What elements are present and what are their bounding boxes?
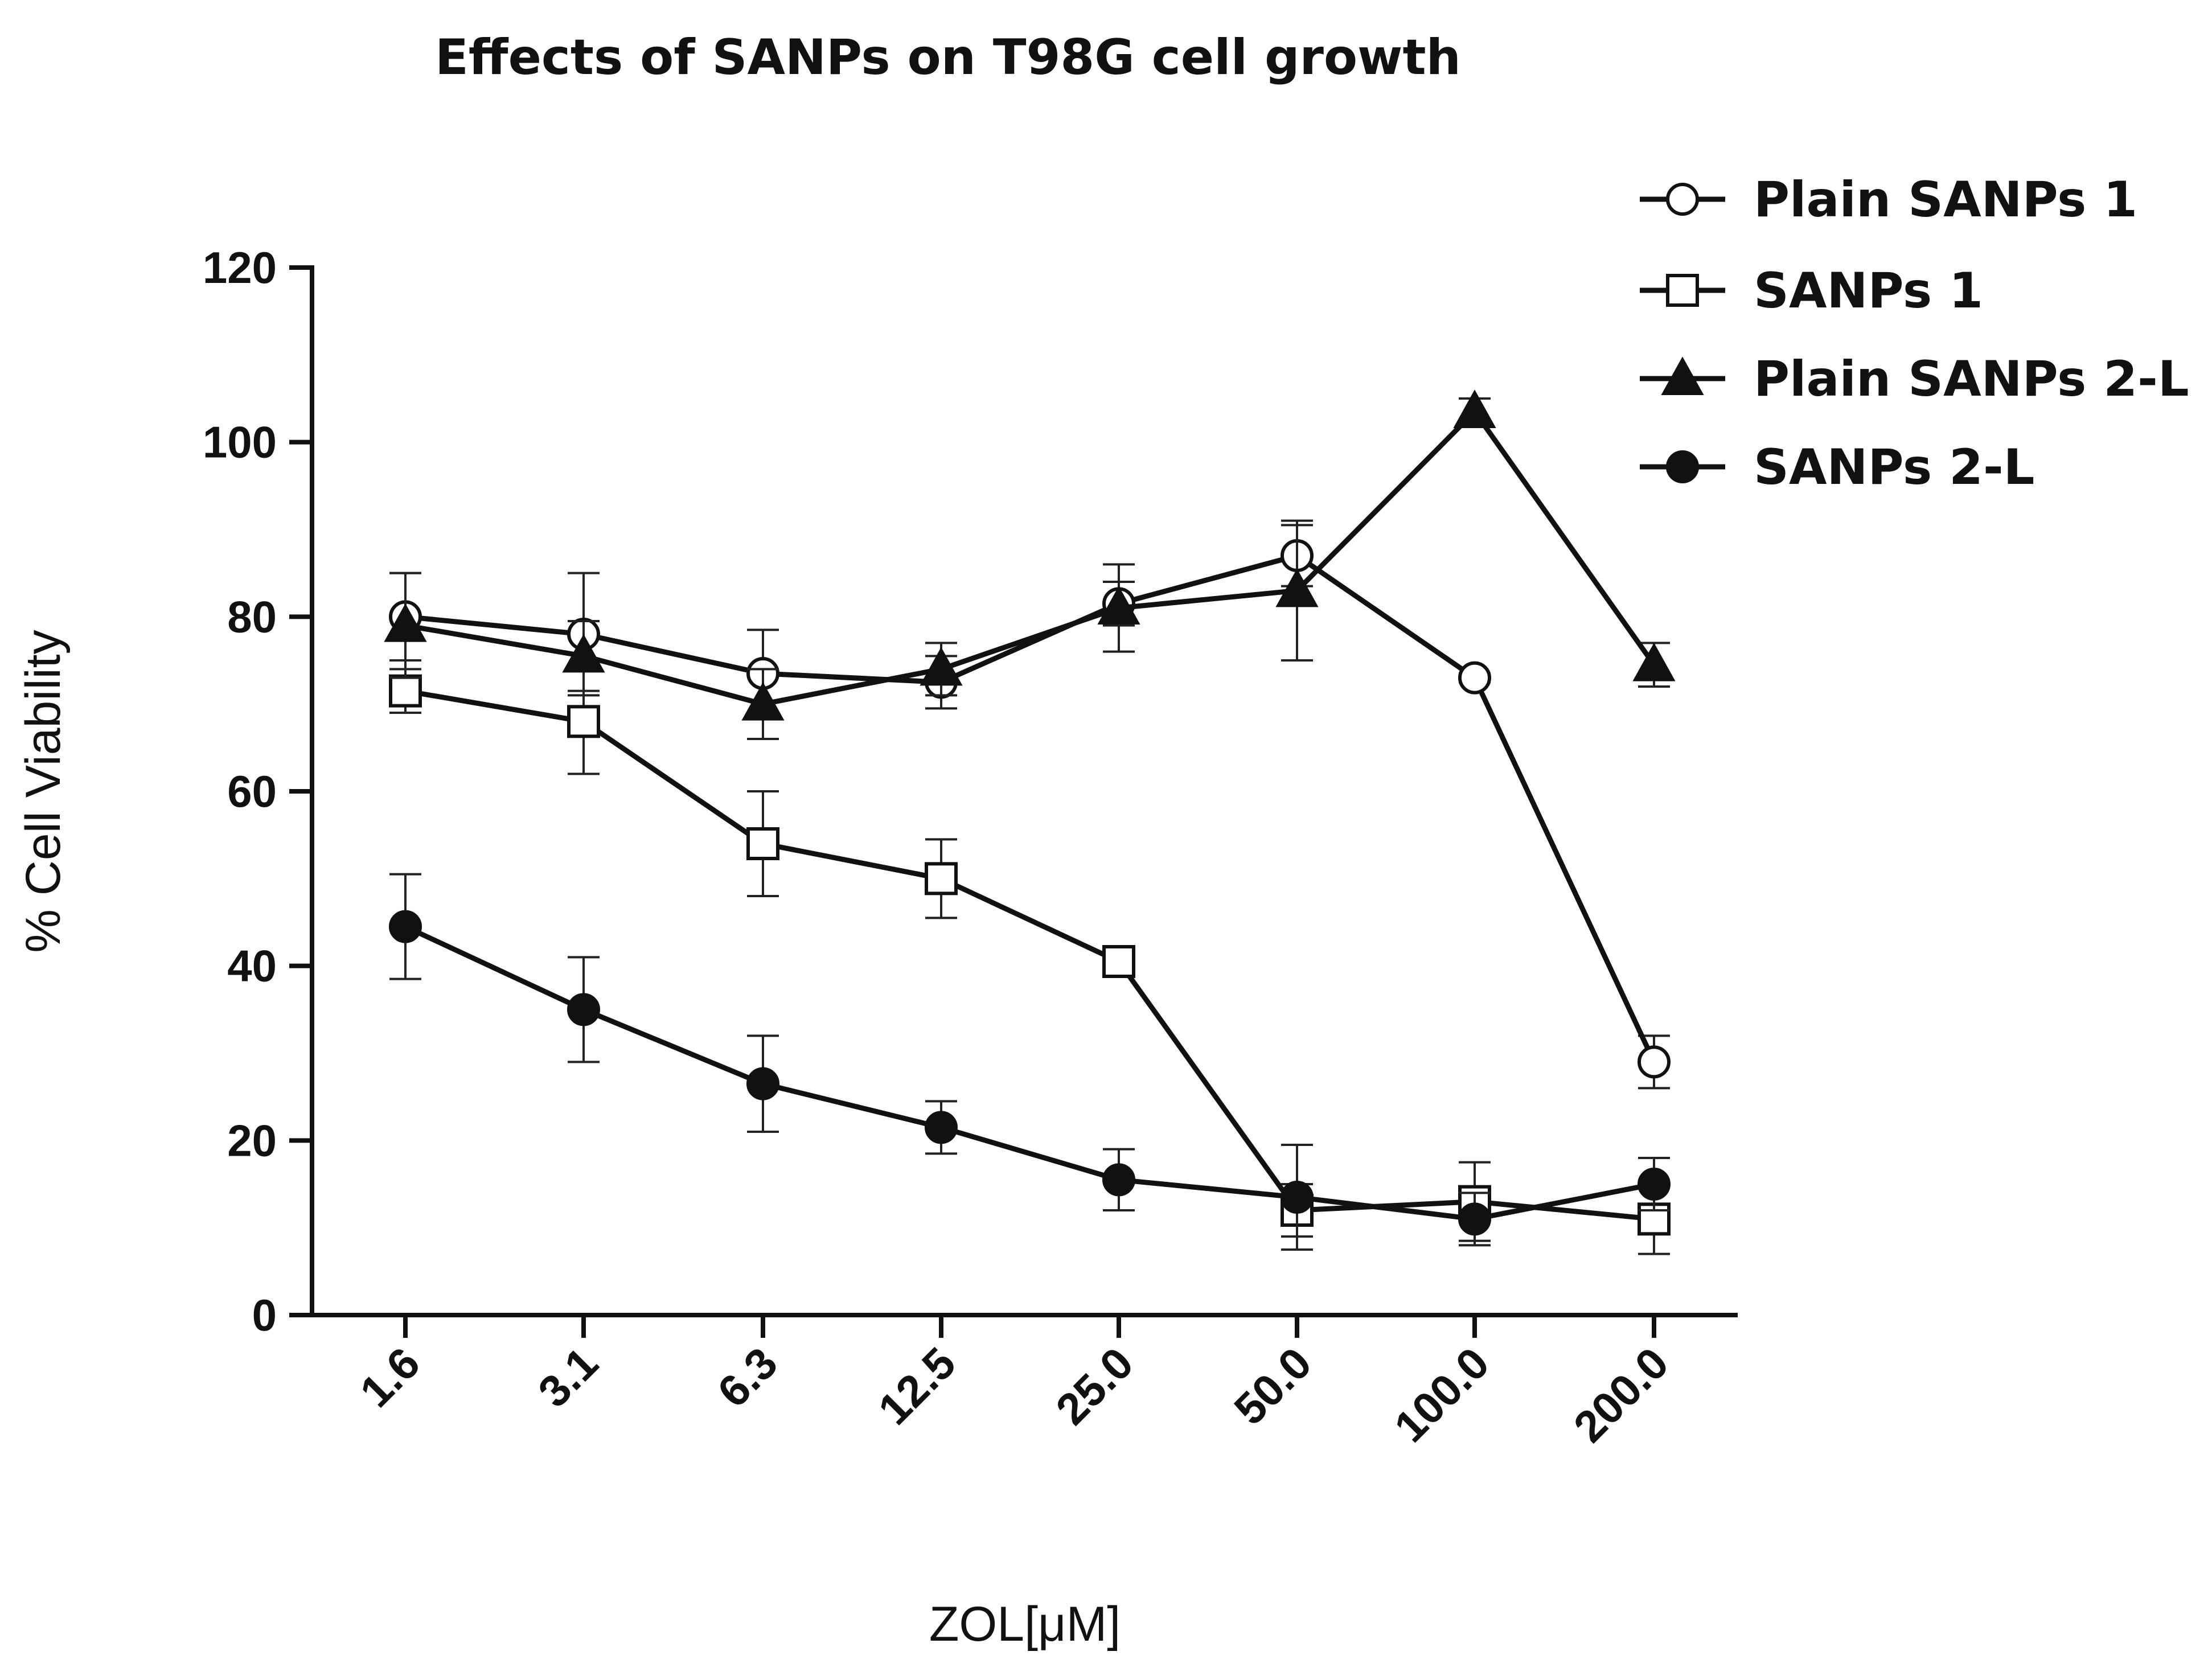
- data-point: [562, 634, 605, 673]
- x-tick-label: 200.0: [1564, 1338, 1678, 1452]
- y-tick-label: 80: [227, 591, 277, 642]
- series-sanps-2-l: [389, 873, 1671, 1251]
- y-axis-label: % Cell Viability: [16, 630, 71, 952]
- y-tick-label: 60: [227, 766, 277, 816]
- data-point: [746, 1067, 779, 1100]
- legend-label: SANPs 2-L: [1754, 439, 2034, 496]
- y-tick-label: 0: [252, 1290, 277, 1340]
- legend-label: Plain SANPs 2-L: [1754, 351, 2189, 408]
- data-point: [389, 910, 422, 943]
- legend-marker: [1666, 274, 1699, 307]
- x-tick-label: 1.6: [350, 1338, 429, 1417]
- data-point: [1102, 1163, 1135, 1197]
- legend-marker: [1666, 183, 1699, 216]
- legend-marker: [1666, 450, 1699, 483]
- axes: 0 20 40 60 80 100 120 1.6 3.1 6.3 12.5 25.0 50.0 100.…: [203, 243, 1738, 1452]
- x-tick-label: 100.0: [1385, 1338, 1499, 1452]
- data-point: [389, 674, 422, 708]
- data-point: [1632, 642, 1676, 681]
- y-tick-label: 100: [203, 417, 277, 467]
- chart-title: Effects of SANPs on T98G cell growth: [435, 29, 1461, 86]
- series-plain-sanps-2-l: [384, 389, 1676, 740]
- legend-item: Plain SANPs 1: [1640, 171, 2137, 228]
- data-point: [746, 827, 779, 860]
- data-point: [384, 603, 427, 642]
- data-point: [1638, 1045, 1671, 1079]
- data-point: [1275, 568, 1319, 607]
- data-point: [925, 1111, 958, 1144]
- legend: Plain SANPs 1 SANPs 1 Plain SANPs 2-L SANPs…: [1640, 171, 2189, 496]
- data-point: [1458, 1202, 1491, 1236]
- series-sanps-1: [389, 668, 1671, 1255]
- series-line: [405, 409, 1656, 707]
- data-point: [567, 993, 600, 1026]
- data-point: [1453, 389, 1496, 428]
- data-point: [920, 647, 963, 686]
- y-tick-label: 40: [227, 941, 277, 991]
- y-tick-label: 120: [203, 243, 277, 293]
- x-axis-label: ZOL[μM]: [929, 1597, 1121, 1652]
- legend-item: SANPs 2-L: [1640, 439, 2034, 496]
- data-point: [1281, 1181, 1314, 1214]
- legend-label: Plain SANPs 1: [1754, 171, 2137, 228]
- x-tick-label: 12.5: [868, 1338, 965, 1435]
- series-line: [405, 688, 1655, 1222]
- legend-item: SANPs 1: [1640, 262, 1983, 319]
- data-point: [1097, 586, 1140, 625]
- data-point: [925, 862, 958, 895]
- x-tick-label: 25.0: [1046, 1338, 1143, 1435]
- legend-item: Plain SANPs 2-L: [1640, 351, 2189, 408]
- data-point: [1458, 661, 1491, 695]
- data-point: [1638, 1168, 1671, 1201]
- series-layer: [384, 389, 1676, 1255]
- x-tick-label: 50.0: [1224, 1338, 1321, 1435]
- x-tick-label: 3.1: [528, 1338, 608, 1417]
- data-point: [741, 681, 785, 721]
- series-line: [404, 924, 1655, 1222]
- legend-label: SANPs 1: [1754, 262, 1983, 319]
- y-tick-label: 20: [227, 1115, 277, 1165]
- series-line: [405, 553, 1657, 1063]
- x-tick-label: 6.3: [708, 1338, 787, 1417]
- data-point: [567, 705, 600, 738]
- data-point: [1102, 945, 1135, 978]
- legend-marker: [1661, 356, 1704, 395]
